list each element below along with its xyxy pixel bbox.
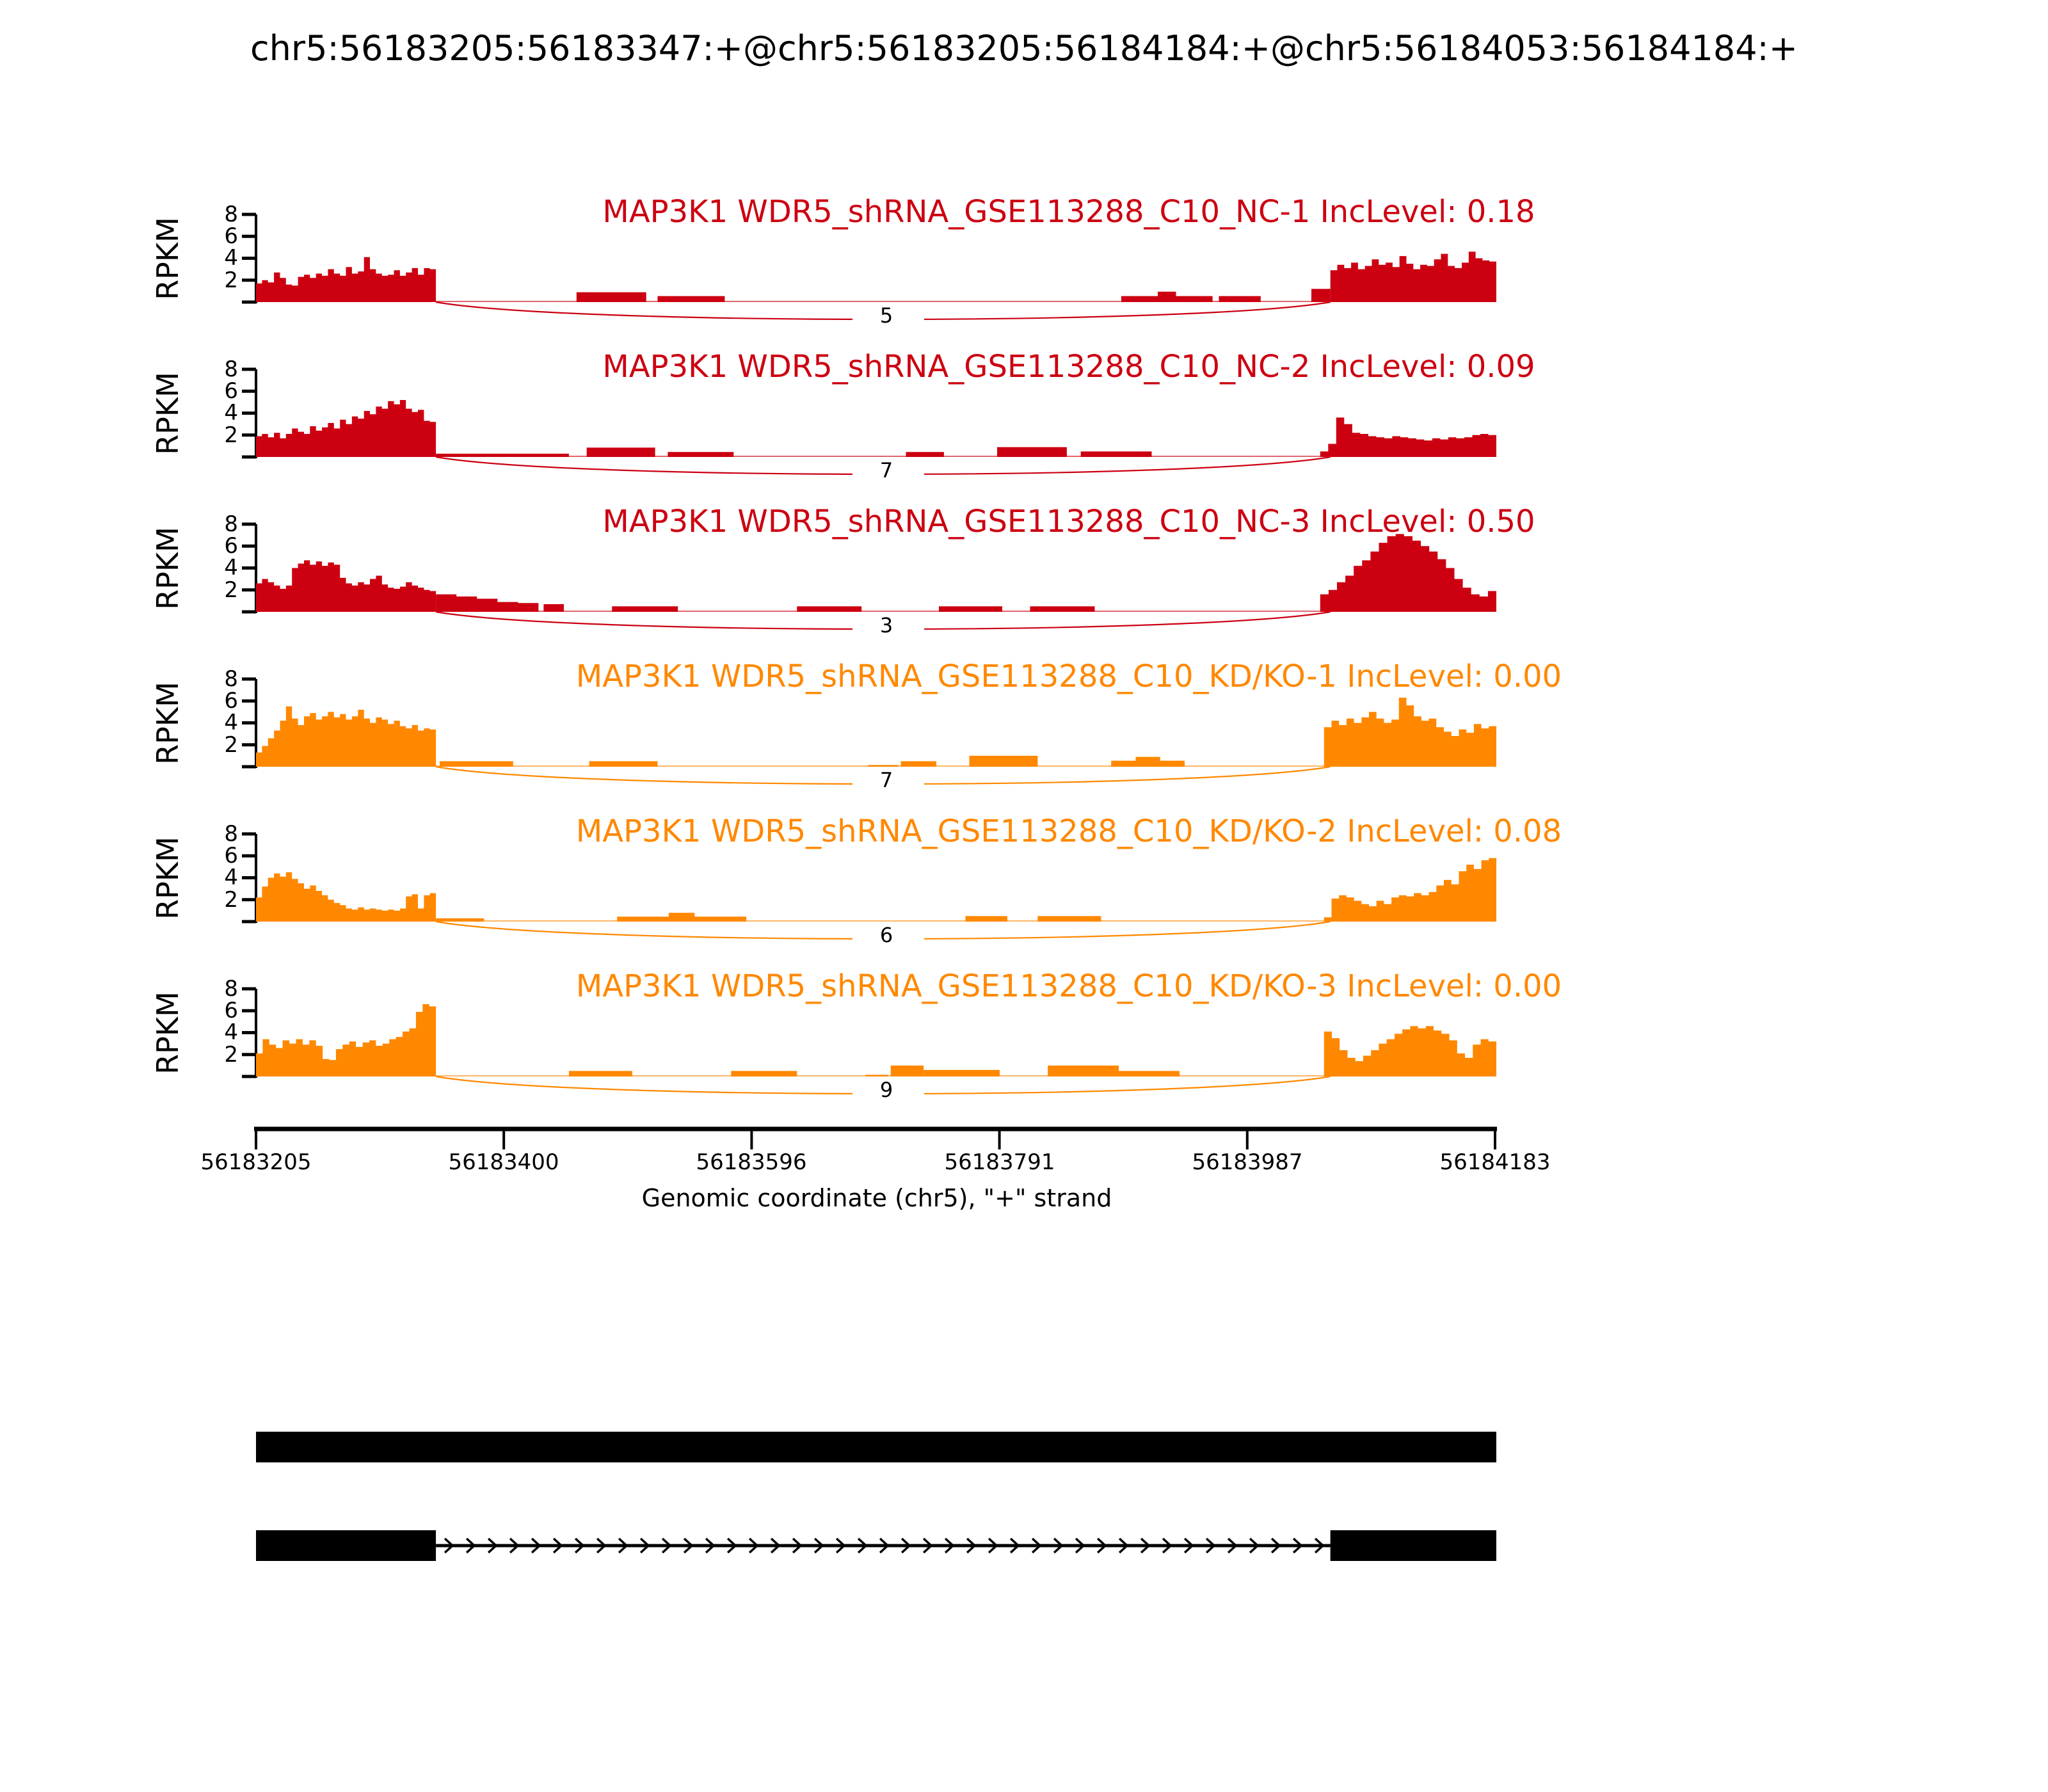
y-axis-title-rpkm: RPKM [150, 527, 185, 610]
event-coordinates-title: chr5:56183205:56183347:+@chr5:56183205:5… [250, 28, 1798, 68]
y-tick-label: 4 [224, 245, 238, 271]
y-tick-label: 2 [224, 887, 238, 913]
junction-read-count: 7 [879, 768, 893, 792]
y-axis-title-rpkm: RPKM [150, 372, 185, 455]
track-title-kdko-1: MAP3K1 WDR5_shRNA_GSE113288_C10_KD/KO-1 … [575, 659, 1562, 694]
y-tick-label: 2 [224, 422, 238, 448]
track-title-nc-3: MAP3K1 WDR5_shRNA_GSE113288_C10_NC-3 Inc… [602, 504, 1535, 540]
y-axis-title-rpkm: RPKM [150, 836, 185, 920]
y-tick-label: 6 [224, 533, 238, 559]
y-tick-label: 6 [224, 688, 238, 714]
y-tick-label: 6 [224, 378, 238, 404]
x-tick-label: 56183205 [200, 1149, 312, 1175]
junction-read-count: 5 [879, 303, 893, 328]
y-tick-label: 6 [224, 998, 238, 1023]
y-tick-label: 6 [224, 223, 238, 249]
y-tick-label: 6 [224, 843, 238, 868]
x-tick-label: 56183596 [696, 1149, 807, 1175]
track-title-nc-2: MAP3K1 WDR5_shRNA_GSE113288_C10_NC-2 Inc… [602, 349, 1535, 385]
y-tick-label: 2 [224, 1042, 238, 1068]
y-tick-label: 2 [224, 268, 238, 293]
junction-read-count: 6 [879, 923, 893, 947]
y-tick-label: 4 [224, 710, 238, 735]
y-tick-label: 4 [224, 555, 238, 580]
y-tick-label: 4 [224, 400, 238, 426]
y-tick-label: 8 [224, 356, 238, 382]
track-title-kdko-2: MAP3K1 WDR5_shRNA_GSE113288_C10_KD/KO-2 … [575, 813, 1562, 849]
y-axis-title-rpkm: RPKM [150, 217, 185, 300]
y-tick-label: 4 [224, 865, 238, 890]
x-tick-label: 56184183 [1439, 1149, 1551, 1175]
junction-read-count: 7 [879, 458, 893, 483]
y-axis-title-rpkm: RPKM [150, 682, 185, 765]
junction-read-count: 3 [879, 613, 893, 637]
x-axis-title: Genomic coordinate (chr5), "+" strand [641, 1184, 1112, 1212]
y-tick-label: 8 [224, 511, 238, 537]
y-tick-label: 2 [224, 577, 238, 603]
track-title-nc-1: MAP3K1 WDR5_shRNA_GSE113288_C10_NC-1 Inc… [602, 194, 1535, 230]
y-tick-label: 4 [224, 1020, 238, 1045]
x-tick-label: 56183987 [1192, 1149, 1303, 1175]
y-tick-label: 8 [224, 976, 238, 1002]
y-tick-label: 8 [224, 202, 238, 227]
x-tick-label: 56183400 [448, 1149, 559, 1175]
x-tick-label: 56183791 [944, 1149, 1055, 1175]
track-title-kdko-3: MAP3K1 WDR5_shRNA_GSE113288_C10_KD/KO-3 … [575, 968, 1562, 1004]
junction-read-count: 9 [879, 1078, 893, 1102]
y-tick-label: 8 [224, 821, 238, 847]
y-tick-label: 8 [224, 666, 238, 692]
y-axis-title-rpkm: RPKM [150, 991, 185, 1075]
y-tick-label: 2 [224, 732, 238, 758]
